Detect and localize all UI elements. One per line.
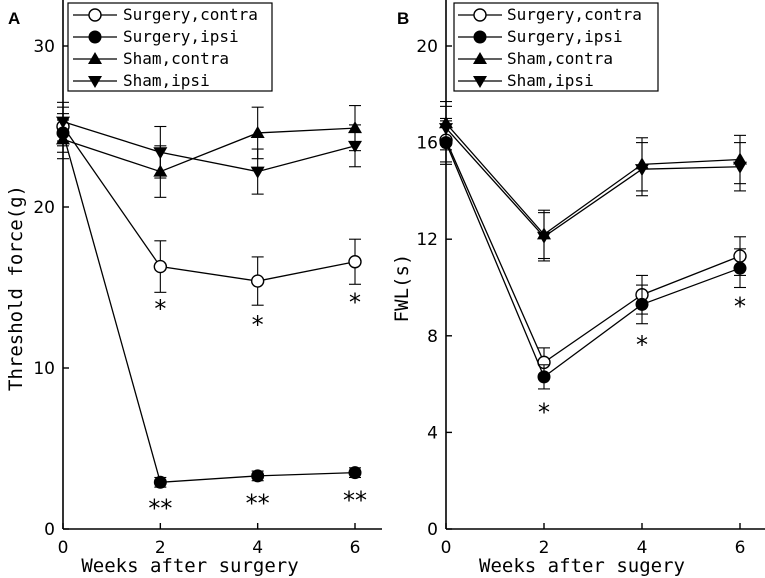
panel-b-point-surgery-ipsi: [733, 261, 747, 275]
panel-b-legend-marker-sham-contra: [473, 52, 487, 64]
panel-b: B 0 4 8 12 16 20 0 2 4 6 * * * Weeks after sugery FW…: [391, 0, 765, 577]
panel-a-line-surgery-contra: [62, 126, 356, 282]
panel-b-x-tick-label: 6: [735, 538, 746, 558]
panel-a-series-surgery-ipsi: [56, 113, 362, 489]
panel-b-line-sham-contra: [445, 122, 741, 236]
panel-a-y-tick-label: 20: [33, 198, 55, 218]
panel-b-x-tick-label: 4: [637, 538, 648, 558]
panel-a-legend-box: [67, 2, 273, 92]
panel-b-y-tick-label: 20: [416, 37, 438, 57]
panel-b-x-tick-label: 0: [441, 538, 452, 558]
panel-b-y-tick-label: 4: [427, 423, 438, 443]
panel-b-point-sham-ipsi: [733, 161, 747, 174]
panel-b-point-sham-ipsi: [635, 164, 649, 177]
panel-a-legend-marker-surgery-ipsi: [88, 30, 102, 44]
panel-b-y-tick-label: 0: [427, 520, 438, 540]
panel-a-point-surgery-ipsi: [348, 466, 362, 480]
panel-b-legend-box: [453, 2, 659, 92]
panel-letter-b: B: [397, 9, 409, 28]
panel-b-point-sham-ipsi: [439, 123, 453, 136]
panel-b-point-surgery-ipsi: [537, 370, 551, 384]
panel-a-y-tick-label: 30: [33, 37, 55, 57]
panel-b-line-surgery-ipsi: [445, 142, 741, 378]
panel-b-point-surgery-ipsi: [635, 297, 649, 311]
panel-a-line-sham-ipsi: [62, 121, 356, 173]
panel-a-legend-surgery-contra: Surgery,contra: [123, 5, 258, 24]
panel-a-point-sham-ipsi: [348, 140, 362, 153]
panel-b-series-surgery-contra: [439, 117, 747, 378]
panel-a-legend-markers: [73, 8, 117, 88]
panel-b-legend-marker-sham-ipsi: [473, 76, 487, 88]
panel-b-y-tick-label: 16: [416, 134, 438, 154]
panel-a-line-sham-contra: [62, 127, 356, 173]
panel-a-legend-marker-sham-contra: [88, 52, 102, 64]
panel-a-point-sham-ipsi: [153, 147, 168, 160]
panel-b-series-sham-ipsi: [439, 105, 747, 262]
panel-b-point-sham-ipsi: [537, 231, 551, 244]
panel-b-significance-mark: *: [538, 399, 550, 427]
panel-b-x-axis-title: Weeks after sugery: [479, 555, 685, 577]
panel-a-y-tick-label: 10: [33, 359, 55, 379]
panel-b-legend-surgery-ipsi: Surgery,ipsi: [507, 27, 623, 46]
panel-a-significance-mark: **: [148, 494, 172, 522]
panel-a-point-sham-contra: [250, 125, 265, 138]
panel-b-legend-sham-contra: Sham,contra: [507, 49, 613, 68]
panel-b-line-sham-ipsi: [445, 127, 741, 238]
panel-a-point-sham-ipsi: [250, 166, 265, 179]
panel-b-line-surgery-contra: [445, 139, 741, 364]
panel-b-significance-mark: *: [636, 331, 648, 359]
panel-a-point-surgery-contra: [153, 259, 168, 274]
panel-a-point-surgery-contra: [250, 274, 265, 288]
panel-a-significance-mark: *: [349, 288, 361, 316]
panel-a-point-sham-ipsi: [56, 116, 70, 129]
panel-a-series-sham-ipsi: [56, 101, 362, 195]
panel-a-x-tick-label: 2: [155, 538, 166, 558]
panel-a-legend: Surgery,contra Surgery,ipsi Sham,contra …: [67, 2, 273, 92]
panel-b-legend-marker-surgery-contra: [473, 8, 487, 22]
panel-a-significance-mark: *: [252, 311, 264, 339]
panel-a-legend-sham-contra: Sham,contra: [123, 49, 229, 68]
panel-b-legend-sham-ipsi: Sham,ipsi: [507, 71, 594, 90]
panel-b-y-tick-label: 8: [427, 327, 438, 347]
panel-a-legend-marker-surgery-contra: [88, 8, 102, 22]
panel-b-legend-surgery-contra: Surgery,contra: [507, 5, 642, 24]
panel-a-x-tick-label: 4: [252, 538, 263, 558]
panel-a-legend-marker-sham-ipsi: [88, 76, 102, 88]
panel-a-significance-mark: **: [246, 490, 270, 518]
panel-a-x-tick-label: 0: [58, 538, 69, 558]
panel-a-point-surgery-contra: [348, 255, 362, 269]
panel-b-significance-mark: *: [734, 292, 746, 320]
panel-b-legend-markers: [458, 8, 502, 88]
panel-a-point-surgery-ipsi: [251, 469, 265, 483]
panel-a-legend-sham-ipsi: Sham,ipsi: [123, 71, 210, 90]
panel-a-legend-surgery-ipsi: Surgery,ipsi: [123, 27, 239, 46]
panel-letter-a: A: [8, 9, 20, 28]
panel-a-y-axis-title: Threshold force(g): [5, 185, 27, 391]
panel-b-y-axis-title: FWL(s): [391, 254, 413, 323]
panel-b-x-tick-label: 2: [539, 538, 550, 558]
panel-b-y-tick-label: 12: [416, 230, 438, 250]
panel-b-legend: Surgery,contra Surgery,ipsi Sham,contra …: [453, 2, 659, 92]
panel-a-y-tick-label: 0: [44, 520, 55, 540]
panel-a-x-tick-label: 6: [350, 538, 361, 558]
panel-a-x-axis-title: Weeks after surgery: [81, 555, 298, 577]
panel-a-line-surgery-ipsi: [62, 132, 356, 483]
panel-a-significance-mark: *: [154, 295, 166, 323]
panel-a-point-surgery-ipsi: [153, 475, 167, 489]
panel-a-significance-mark: **: [343, 486, 367, 514]
panel-b-legend-marker-surgery-ipsi: [473, 30, 487, 44]
panel-b-plot: 0 4 8 12 16 20 0 2 4 6 * * *: [416, 0, 765, 558]
